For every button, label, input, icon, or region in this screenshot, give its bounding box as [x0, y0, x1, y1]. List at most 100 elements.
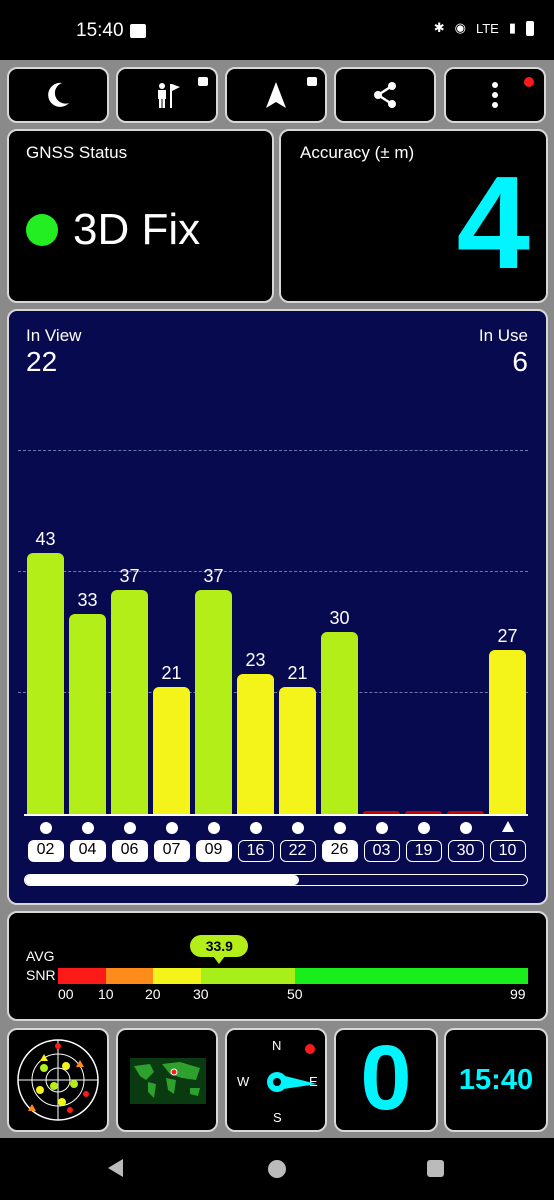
signal-icon: ▮ [508, 20, 516, 35]
snr-segment [153, 968, 201, 984]
accuracy-panel[interactable]: Accuracy (± m) 4 [279, 129, 548, 303]
world-map-button[interactable] [116, 1028, 218, 1132]
constellation-dot-icon [207, 822, 220, 834]
poi-button[interactable] [116, 67, 218, 123]
navigation-button[interactable] [225, 67, 327, 123]
lte-label: LTE [475, 20, 499, 36]
bluetooth-icon: ✱ [433, 20, 445, 35]
avg-snr-value: 33.9 [205, 938, 233, 954]
constellation-dot-icon [39, 822, 52, 834]
constellation-dot-icon [291, 822, 304, 834]
speed-value: 0 [360, 1027, 412, 1129]
compass-south: S [273, 1110, 282, 1125]
bar-value-label: 21 [287, 662, 308, 683]
snr-tick-label: 99 [510, 986, 526, 1002]
signal-bar [153, 686, 190, 814]
satellite-prn-label: 04 [69, 840, 106, 862]
status-time: 15:40 [76, 20, 124, 41]
constellation-dot-icon [81, 822, 94, 834]
compass-red-dot [305, 1044, 315, 1054]
constellation-dot-icon [375, 822, 388, 834]
bar-value-label: 37 [203, 565, 224, 586]
share-button[interactable] [334, 67, 436, 123]
more-vert-icon [492, 82, 498, 108]
grid-line [18, 571, 528, 572]
satellite-prn-label: 10 [489, 840, 526, 862]
image-notification-icon [130, 24, 146, 38]
satellite-prn-label: 22 [279, 840, 316, 862]
satellite-prn-label: 06 [111, 840, 148, 862]
world-map-icon [130, 1058, 206, 1104]
grid-line [18, 450, 528, 451]
signal-bar [321, 632, 358, 814]
constellation-dot-icon [333, 822, 346, 834]
compass-east: E [309, 1074, 318, 1089]
fix-status: 3D Fix [73, 205, 201, 254]
system-nav-bar [0, 1138, 554, 1200]
more-options-button[interactable] [444, 67, 546, 123]
satellite-prn-label: 02 [27, 840, 64, 862]
recents-button[interactable] [427, 1160, 444, 1177]
snr-tick-label: 10 [98, 986, 114, 1002]
speed-panel[interactable]: 0 [334, 1028, 438, 1132]
bar-value-label: 21 [161, 662, 182, 683]
avg-snr-pointer [213, 956, 226, 964]
signal-bar [69, 613, 106, 814]
avg-label: AVG [26, 948, 55, 964]
bar-value-label: 43 [35, 529, 56, 550]
accuracy-value: 4 [456, 149, 530, 296]
bar-value-label: 27 [497, 626, 518, 647]
satellite-prn-label: 09 [195, 840, 232, 862]
snr-label: SNR [26, 967, 56, 983]
snr-panel[interactable] [7, 911, 548, 1021]
moon-icon [48, 82, 69, 107]
constellation-triangle-icon [501, 821, 514, 832]
snr-segment [201, 968, 295, 984]
satellite-prn-label: 03 [363, 840, 400, 862]
sky-plot-icon [17, 1039, 99, 1121]
satellite-prn-label: 16 [237, 840, 274, 862]
signal-bar [195, 589, 232, 814]
compass-west: W [237, 1074, 250, 1089]
signal-bar [363, 811, 400, 814]
constellation-dot-icon [417, 822, 430, 834]
location-icon: ◉ [454, 20, 466, 35]
clock-panel[interactable]: 15:40 [444, 1028, 548, 1132]
snr-segment [106, 968, 153, 984]
status-icons: ✱ ◉ LTE ▮ [434, 20, 534, 36]
signal-bar [279, 686, 316, 814]
constellation-dot-icon [459, 822, 472, 834]
sky-view-button[interactable] [7, 1028, 109, 1132]
satellite-prn-label: 07 [153, 840, 190, 862]
compass-button[interactable]: N E S W [225, 1028, 327, 1132]
signal-bar [489, 650, 526, 814]
satellite-prn-label: 30 [447, 840, 484, 862]
bar-value-label: 33 [77, 589, 98, 610]
back-button[interactable] [108, 1159, 123, 1177]
avg-snr-bubble: 33.9 [190, 935, 249, 957]
snr-segment [295, 968, 528, 984]
signal-bar [111, 589, 148, 814]
gnss-status-panel[interactable]: GNSS Status 3D Fix [7, 129, 274, 303]
in-view-label: In View [26, 326, 82, 345]
bar-value-label: 37 [119, 565, 140, 586]
lock-icon [198, 77, 208, 86]
notification-dot [524, 77, 534, 87]
scroll-thumb[interactable] [25, 875, 299, 885]
home-button[interactable] [268, 1160, 286, 1178]
in-use-count: 6 [512, 346, 528, 377]
constellation-dot-icon [123, 822, 136, 834]
status-bar: 15:40 ✱ ◉ LTE ▮ [0, 0, 554, 60]
person-flag-icon [158, 83, 180, 108]
signal-bar [405, 811, 442, 814]
night-mode-button[interactable] [7, 67, 109, 123]
snr-tick-label: 00 [58, 986, 74, 1002]
signal-bar [237, 674, 274, 814]
constellation-dot-icon [165, 822, 178, 834]
chart-baseline [24, 814, 528, 816]
accuracy-label: Accuracy (± m) [300, 143, 415, 162]
satellite-prn-label: 19 [405, 840, 442, 862]
scroll-track[interactable] [24, 874, 528, 886]
snr-tick-label: 50 [287, 986, 303, 1002]
battery-icon [526, 20, 534, 36]
